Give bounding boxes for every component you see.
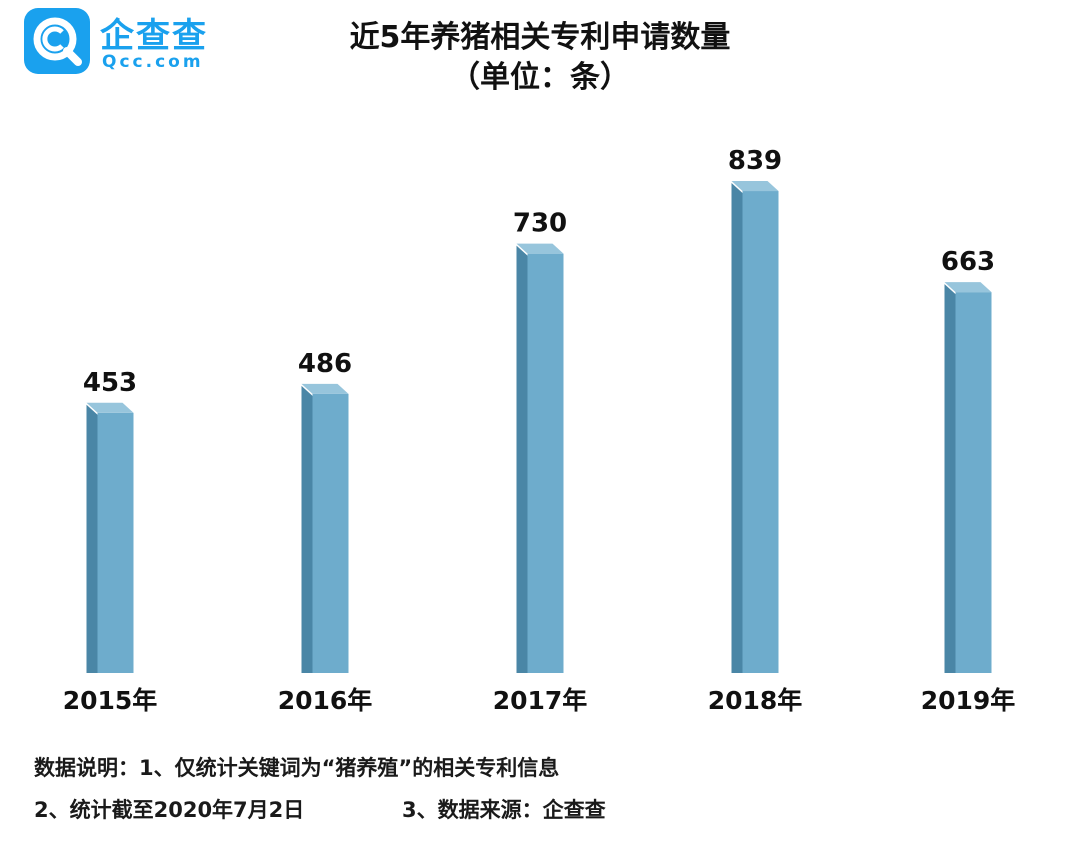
data-label: 839 [728,146,782,176]
data-label: 453 [83,368,137,398]
logo-name: 企查查 [100,16,208,56]
logo-url: Qcc.com [102,52,204,72]
bar-front [742,191,779,673]
x-tick-label: 2018年 [708,686,803,715]
data-label: 730 [513,209,567,239]
bar-front [312,393,349,673]
data-note-3: 3、数据来源：企查查 [402,798,606,822]
bar-front [527,253,564,673]
bar-top [516,243,564,254]
bar-3 [731,181,779,673]
bar-4 [944,282,992,673]
chart-subtitle: （单位：条） [450,60,630,95]
bar-top [86,402,134,413]
bar-top [944,282,992,293]
bar-2 [516,243,564,673]
x-tick-label: 2017年 [493,686,588,715]
bar-1 [301,383,349,673]
x-tick-label: 2016年 [278,686,373,715]
bar-top [731,181,779,192]
data-label: 486 [298,349,352,379]
bar-front [97,412,134,673]
bar-top [301,383,349,394]
data-label: 663 [941,247,995,277]
bar-chart: 453 2015年 486 2016年 730 2017年 839 2018年 663 2019年 [63,146,1016,715]
data-note-2: 2、统计截至2020年7月2日 [34,798,305,822]
bar-front [955,292,992,673]
bar-side [301,385,313,673]
qcc-logo-icon [24,8,90,74]
qcc-logo: 企查查 Qcc.com [24,8,224,74]
data-note-1: 数据说明：1、仅统计关键词为“猪养殖”的相关专利信息 [34,756,560,780]
bar-side [731,183,743,673]
bar-side [86,404,98,673]
bar-side [944,284,956,673]
x-tick-label: 2019年 [921,686,1016,715]
chart-title: 近5年养猪相关专利申请数量 [349,20,731,55]
x-tick-label: 2015年 [63,686,158,715]
bar-side [516,245,528,673]
bar-0 [86,402,134,673]
